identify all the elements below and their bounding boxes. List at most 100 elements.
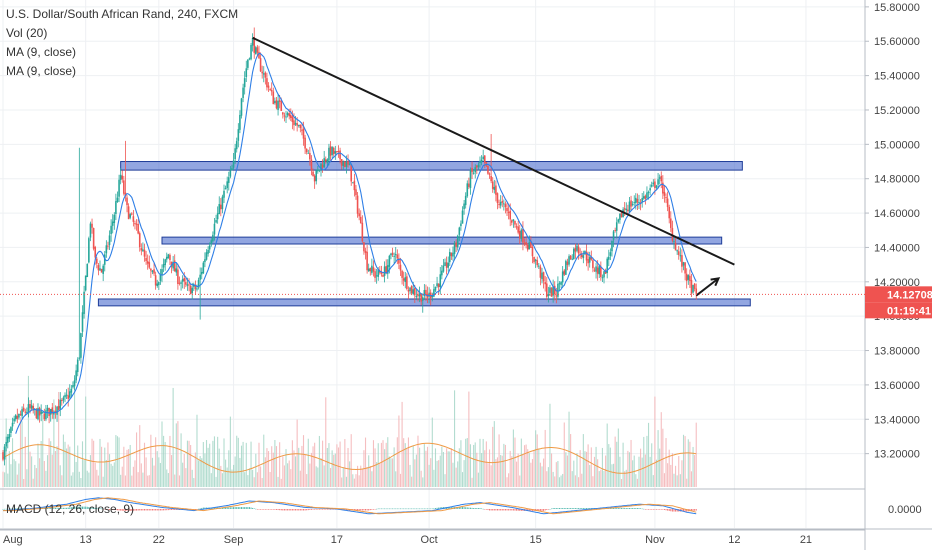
macd-histogram-bar: [576, 508, 578, 509]
candle-body: [110, 225, 112, 235]
candle-body: [83, 291, 85, 314]
volume-bar: [128, 449, 130, 487]
candle-body: [165, 256, 168, 260]
candle-body: [234, 148, 236, 160]
macd-histogram-bar: [555, 508, 557, 509]
macd-histogram-bar: [471, 507, 473, 509]
candle-body: [522, 228, 524, 243]
candle-body: [447, 262, 449, 268]
volume-bar: [325, 397, 327, 487]
candle-body: [185, 282, 187, 285]
macd-histogram-bar: [131, 509, 133, 511]
candle-body: [506, 207, 508, 212]
candle-body: [399, 264, 402, 271]
macd-histogram-bar: [202, 507, 204, 509]
volume-bar: [600, 469, 602, 487]
volume-bar: [231, 469, 233, 487]
volume-bar: [287, 463, 289, 487]
macd-histogram-bar: [212, 507, 214, 509]
macd-histogram-bar: [404, 508, 406, 510]
volume-bar: [62, 434, 64, 487]
candle-body: [70, 388, 73, 393]
candle-body: [278, 100, 281, 102]
volume-bar: [535, 430, 537, 487]
volume-bar: [403, 438, 405, 487]
macd-histogram-bar: [365, 509, 367, 511]
volume-bar: [85, 396, 87, 487]
candle-body: [476, 165, 478, 168]
candle-body: [623, 208, 626, 210]
candle-body: [609, 252, 612, 256]
candle-body: [326, 159, 329, 163]
volume-bar: [547, 467, 549, 487]
macd-histogram-bar: [121, 509, 123, 511]
moving-average: [15, 52, 697, 434]
volume-bar: [110, 463, 112, 487]
volume-bar: [350, 434, 352, 487]
volume-bar: [320, 458, 322, 487]
volume-bar: [341, 477, 343, 487]
volume-bar: [597, 459, 599, 487]
candle-body: [169, 254, 171, 261]
volume-bar: [538, 449, 540, 487]
volume-bar: [482, 438, 484, 487]
macd-histogram-bar: [377, 508, 379, 510]
candle-body: [590, 257, 593, 260]
macd-histogram-bar: [151, 509, 153, 511]
macd-histogram-bar: [644, 509, 646, 510]
macd-histogram-bar: [148, 509, 150, 511]
volume-bar: [474, 442, 476, 487]
volume-bar: [24, 436, 26, 487]
macd-histogram-bar: [420, 508, 422, 510]
macd-histogram-bar: [291, 509, 293, 511]
macd-histogram-bar: [344, 509, 346, 511]
time-tick-label: 13: [80, 534, 92, 546]
price-tick-label: 15.60000: [874, 36, 920, 48]
macd-histogram-bar: [380, 508, 382, 510]
volume-bar: [54, 451, 57, 487]
volume-bar: [237, 437, 239, 487]
volume-bar: [617, 428, 619, 487]
macd-histogram-bar: [360, 509, 362, 511]
volume-bar: [19, 417, 22, 487]
candle-body: [324, 159, 327, 162]
candle-body: [366, 251, 368, 271]
volume-bar: [80, 478, 82, 487]
candle-body: [318, 169, 321, 171]
macd-histogram-bar: [96, 507, 98, 509]
candle-body: [113, 214, 116, 223]
candle-body: [159, 274, 162, 281]
macd-line: [2, 497, 697, 515]
candle-body: [103, 254, 106, 265]
macd-histogram-bar: [501, 509, 503, 511]
macd-histogram-bar: [662, 509, 664, 510]
volume-bar: [449, 451, 451, 487]
candle-body: [663, 191, 666, 196]
macd-histogram-bar: [516, 509, 518, 511]
macd-histogram-bar: [256, 509, 258, 510]
candle-body: [75, 370, 77, 381]
volume-bar: [592, 476, 594, 487]
candle-body: [224, 188, 227, 190]
volume-bar: [45, 470, 47, 487]
candle-body: [172, 261, 174, 269]
volume-bar: [353, 478, 355, 487]
volume-bar: [339, 441, 341, 487]
volume-bar: [420, 470, 422, 487]
volume-bar: [150, 434, 152, 487]
candle-body: [243, 78, 246, 88]
candle-body: [247, 59, 249, 68]
candle-body: [410, 285, 413, 294]
candle-body: [681, 255, 683, 267]
macd-histogram-bar: [616, 508, 618, 509]
macd-histogram-bar: [112, 509, 114, 510]
candle-body: [607, 256, 610, 260]
volume-bar: [531, 459, 534, 487]
candle-body: [51, 407, 54, 414]
volume-bar: [212, 440, 214, 487]
candle-body: [272, 91, 275, 105]
volume-bar: [97, 475, 99, 487]
macd-histogram-bar: [155, 509, 157, 511]
volume-bar: [218, 448, 220, 487]
macd-histogram-bar: [8, 508, 10, 510]
